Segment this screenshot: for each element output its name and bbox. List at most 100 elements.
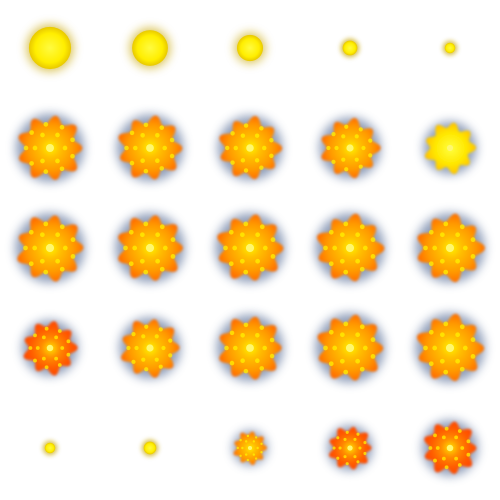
burst-spark xyxy=(70,137,75,143)
burst-spark xyxy=(370,337,376,343)
burst-spark xyxy=(470,237,476,243)
burst-spark xyxy=(43,269,49,275)
burst-spark xyxy=(246,434,250,438)
burst-spark xyxy=(23,145,29,151)
explosion-frame-r5c1 xyxy=(42,440,58,456)
burst-spark xyxy=(432,245,438,251)
burst-spark xyxy=(344,124,349,129)
burst-spark xyxy=(59,266,65,272)
burst-spark xyxy=(29,130,34,135)
burst-spark xyxy=(155,232,161,238)
burst-spark xyxy=(241,446,244,450)
burst-core xyxy=(446,144,454,152)
explosion-frame-r3c5 xyxy=(415,213,486,283)
burst-spark xyxy=(244,440,248,443)
burst-spark xyxy=(455,358,461,364)
burst-spark xyxy=(443,269,449,275)
burst-core xyxy=(146,144,154,152)
burst-spark xyxy=(355,258,361,264)
burst-core xyxy=(146,344,154,352)
burst-spark xyxy=(355,358,361,364)
burst-spark xyxy=(345,462,349,466)
burst-spark xyxy=(62,145,68,151)
burst-spark xyxy=(270,237,276,243)
explosion-frame-r4c4 xyxy=(315,313,385,383)
burst-core xyxy=(246,144,254,152)
burst-spark xyxy=(243,168,249,173)
burst-spark xyxy=(70,153,75,159)
burst-core xyxy=(347,445,353,451)
burst-spark xyxy=(368,153,373,158)
burst-spark xyxy=(33,358,37,363)
burst-spark xyxy=(439,332,445,338)
burst-spark xyxy=(363,441,367,445)
burst-spark xyxy=(323,345,328,351)
burst-spark xyxy=(123,245,128,251)
burst-spark xyxy=(455,232,461,238)
burst-spark xyxy=(228,229,234,235)
burst-spark xyxy=(359,324,365,330)
burst-spark xyxy=(143,269,149,275)
burst-spark xyxy=(334,145,339,151)
burst-spark xyxy=(43,221,49,227)
burst-spark xyxy=(128,261,134,267)
burst-spark xyxy=(57,329,62,333)
burst-spark xyxy=(59,124,65,130)
burst-spark xyxy=(428,261,434,267)
burst-spark xyxy=(252,453,256,456)
burst-spark xyxy=(433,458,437,463)
burst-spark xyxy=(423,345,428,351)
burst-spark xyxy=(269,337,275,343)
burst-spark xyxy=(243,123,249,128)
burst-spark xyxy=(159,224,165,230)
burst-spark xyxy=(32,145,38,151)
burst-spark xyxy=(129,160,135,166)
burst-spark xyxy=(343,321,349,327)
burst-spark xyxy=(423,245,428,251)
burst-spark xyxy=(332,345,338,351)
burst-spark xyxy=(328,361,334,367)
explosion-frame-r5c4 xyxy=(327,425,373,471)
burst-spark xyxy=(129,130,135,136)
burst-spark xyxy=(343,437,347,441)
burst-spark xyxy=(243,368,249,374)
burst-spark xyxy=(40,158,45,164)
burst-spark xyxy=(66,352,71,357)
burst-spark xyxy=(155,132,160,138)
burst-spark xyxy=(428,361,434,367)
burst-spark xyxy=(236,446,239,450)
burst-spark xyxy=(155,258,161,264)
explosion-frame-r5c3 xyxy=(232,430,268,466)
burst-spark xyxy=(44,326,49,331)
burst-spark xyxy=(460,446,465,450)
explosion-frame-r1c3 xyxy=(234,32,266,64)
burst-spark xyxy=(55,132,60,138)
burst-spark xyxy=(428,229,434,235)
burst-spark xyxy=(355,332,361,338)
burst-spark xyxy=(230,160,235,165)
burst-spark xyxy=(326,145,331,151)
burst-spark xyxy=(439,358,445,364)
burst-spark xyxy=(159,166,165,171)
burst-spark xyxy=(362,345,368,351)
burst-spark xyxy=(162,145,167,151)
burst-spark xyxy=(134,345,139,351)
burst-spark xyxy=(225,145,230,151)
burst-spark xyxy=(454,435,459,440)
burst-spark xyxy=(39,258,45,264)
burst-spark xyxy=(332,446,336,450)
burst-spark xyxy=(41,335,46,340)
burst-spark xyxy=(433,433,437,438)
explosion-frame-r2c5 xyxy=(423,121,477,175)
burst-spark xyxy=(168,353,173,358)
burst-core xyxy=(247,445,253,451)
burst-core xyxy=(345,243,355,253)
burst-spark xyxy=(354,134,359,139)
explosion-frame-r4c3 xyxy=(216,314,284,382)
flash-core xyxy=(236,34,264,62)
burst-spark xyxy=(262,245,268,251)
burst-spark xyxy=(229,330,235,336)
burst-spark xyxy=(141,357,146,362)
burst-spark xyxy=(144,367,149,372)
burst-spark xyxy=(59,166,65,172)
